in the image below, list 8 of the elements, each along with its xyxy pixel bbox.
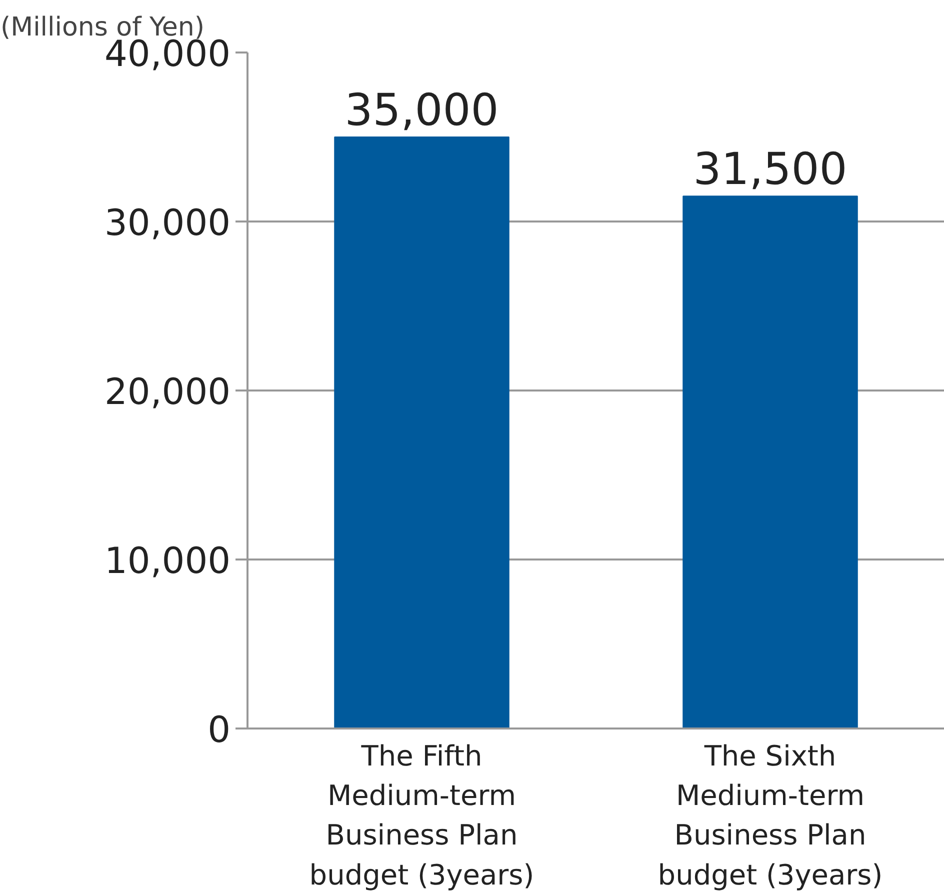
data-label: 31,500 xyxy=(693,144,848,196)
x-tick-label: The Sixth Medium-term Business Plan budget (3years) xyxy=(658,740,883,892)
y-tick-label: 20,000 xyxy=(104,372,231,413)
x-tick-label: The Fifth Medium-term Business Plan budget (3years) xyxy=(309,740,534,892)
data-label: 35,000 xyxy=(344,85,499,136)
y-tick-label: 30,000 xyxy=(104,203,231,244)
y-tick-label: 0 xyxy=(208,710,230,751)
y-tick-label: 10,000 xyxy=(104,541,231,582)
